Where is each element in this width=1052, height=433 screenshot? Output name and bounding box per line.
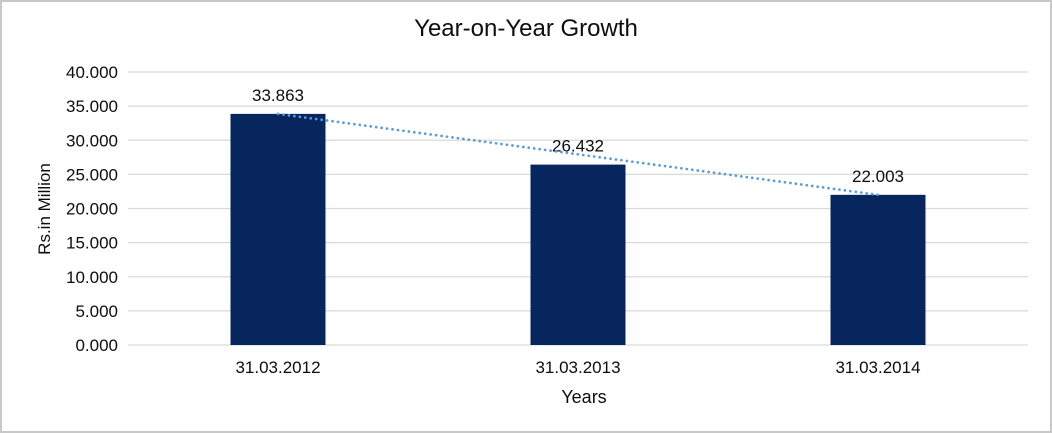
chart-title: Year-on-Year Growth [414, 15, 638, 42]
bar-value-label: 22.003 [852, 167, 904, 186]
y-tick-label: 5.000 [75, 302, 118, 321]
y-tick-label: 0.000 [75, 336, 118, 355]
trendline [276, 112, 880, 197]
y-tick-label: 25.000 [66, 165, 118, 184]
y-tick-label: 40.000 [66, 63, 118, 82]
x-axis-title: Years [561, 387, 607, 407]
y-tick-label: 35.000 [66, 97, 118, 116]
bar-value-label: 26.432 [552, 137, 604, 156]
y-tick-label: 20.000 [66, 200, 118, 219]
x-tick-label: 31.03.2012 [235, 358, 320, 377]
x-tick-label: 31.03.2014 [835, 358, 920, 377]
bar [230, 113, 326, 345]
x-tick-label: 31.03.2013 [535, 358, 620, 377]
y-tick-label: 15.000 [66, 234, 118, 253]
y-tick-label: 10.000 [66, 268, 118, 287]
bar [830, 194, 926, 345]
bar-value-label: 33.863 [252, 86, 304, 105]
bar [530, 164, 626, 345]
y-tick-label: 30.000 [66, 131, 118, 150]
